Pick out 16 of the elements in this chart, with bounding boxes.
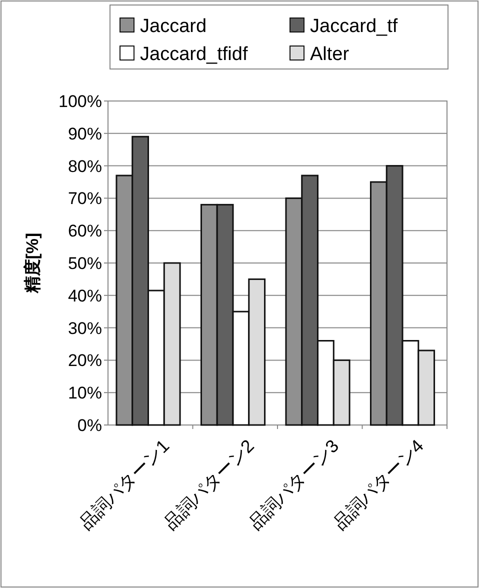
legend-label: Jaccard <box>140 16 207 37</box>
legend-label: Alter <box>310 44 350 65</box>
y-tick-label: 0% <box>77 416 102 435</box>
y-tick-label: 90% <box>68 124 102 144</box>
y-tick-label: 70% <box>68 189 102 208</box>
y-tick-label: 30% <box>68 318 102 338</box>
y-tick-label: 10% <box>68 384 102 403</box>
y-tick-label: 50% <box>68 254 102 273</box>
y-tick-label: 60% <box>68 222 102 241</box>
y-tick-label: 20% <box>68 351 102 370</box>
y-tick-label: 80% <box>68 156 102 176</box>
y-tick-label: 100% <box>58 92 102 111</box>
legend-label: Jaccard_tfidf <box>140 44 248 65</box>
legend-label: Jaccard_tf <box>310 16 398 37</box>
y-axis-title: 精度[%] <box>23 232 42 294</box>
y-tick-label: 40% <box>68 286 102 306</box>
